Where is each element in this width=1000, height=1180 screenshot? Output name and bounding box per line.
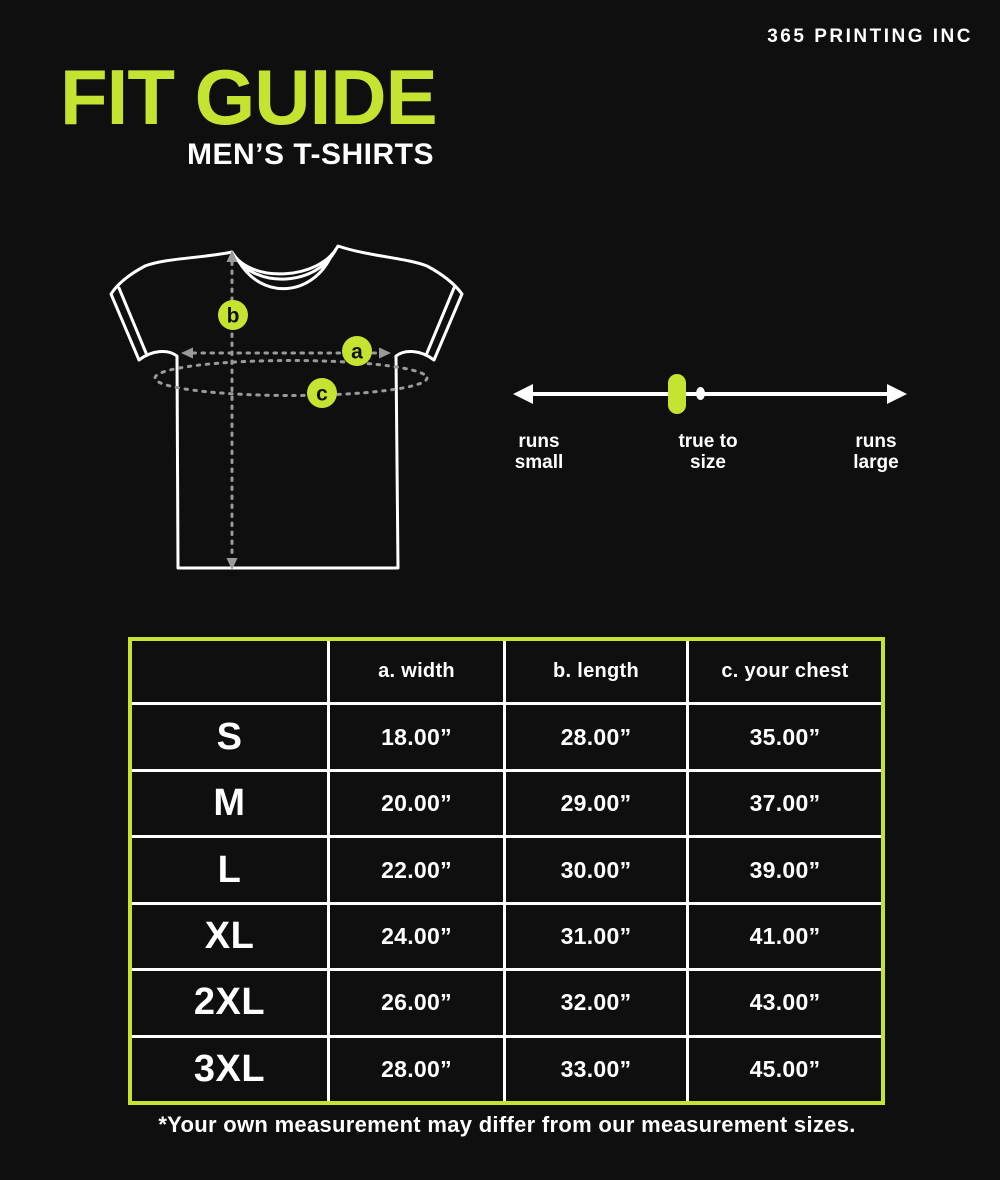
brand-name: 365 PRINTING INC bbox=[767, 26, 973, 47]
scale-label-runs-large: runs large bbox=[853, 431, 899, 473]
tshirt-measurement-diagram: b a c bbox=[109, 244, 464, 570]
fit-indicator-pill bbox=[668, 374, 686, 414]
arrow-right-icon bbox=[887, 384, 907, 404]
width-column-header: a. width bbox=[330, 641, 503, 703]
marker-c: c bbox=[307, 378, 337, 408]
size-label: 2XL bbox=[132, 971, 327, 1035]
scale-dot bbox=[696, 387, 705, 400]
length-value: 30.00” bbox=[506, 838, 686, 902]
scale-line bbox=[528, 392, 892, 396]
chest-value: 37.00” bbox=[689, 771, 881, 836]
scale-label-true-to-size: true to size bbox=[678, 431, 738, 473]
marker-a-label: a bbox=[351, 341, 363, 364]
length-column-header: b. length bbox=[506, 641, 686, 703]
length-value: 31.00” bbox=[506, 904, 686, 969]
length-value: 33.00” bbox=[506, 1037, 686, 1101]
measurement-guides bbox=[153, 260, 429, 560]
footnote: *Your own measurement may differ from ou… bbox=[158, 1112, 856, 1137]
length-value: 28.00” bbox=[506, 705, 686, 769]
chest-value: 43.00” bbox=[689, 971, 881, 1035]
size-column-header bbox=[132, 641, 327, 703]
marker-c-label: c bbox=[316, 383, 328, 406]
chest-value: 35.00” bbox=[689, 705, 881, 769]
marker-b: b bbox=[218, 300, 248, 330]
size-label: XL bbox=[132, 904, 327, 969]
length-value: 29.00” bbox=[506, 771, 686, 836]
width-value: 20.00” bbox=[330, 771, 503, 836]
chest-value: 45.00” bbox=[689, 1037, 881, 1101]
scale-label-runs-small: runs small bbox=[514, 431, 564, 473]
page-subtitle: MEN’S T-SHIRTS bbox=[186, 138, 434, 171]
chest-value: 41.00” bbox=[689, 904, 881, 969]
guide-arrowheads bbox=[181, 250, 391, 570]
chest-line bbox=[153, 359, 429, 397]
size-label: L bbox=[132, 838, 327, 902]
arrow-left-icon bbox=[513, 384, 533, 404]
size-label: 3XL bbox=[132, 1037, 327, 1101]
width-value: 26.00” bbox=[330, 971, 503, 1035]
length-value: 32.00” bbox=[506, 971, 686, 1035]
marker-a: a bbox=[342, 336, 372, 366]
size-label: M bbox=[132, 771, 327, 836]
marker-b-label: b bbox=[227, 305, 240, 328]
tshirt-outline-icon bbox=[109, 244, 464, 570]
width-value: 18.00” bbox=[330, 705, 503, 769]
chest-column-header: c. your chest bbox=[689, 641, 881, 703]
width-value: 28.00” bbox=[330, 1037, 503, 1101]
fit-scale: runs small true to size runs large bbox=[460, 368, 940, 498]
size-table: a. width b. length c. your chest S 18.00… bbox=[128, 637, 885, 1105]
width-value: 22.00” bbox=[330, 838, 503, 902]
page-title: FIT GUIDE bbox=[60, 53, 438, 141]
width-value: 24.00” bbox=[330, 904, 503, 969]
chest-value: 39.00” bbox=[689, 838, 881, 902]
size-label: S bbox=[132, 705, 327, 769]
